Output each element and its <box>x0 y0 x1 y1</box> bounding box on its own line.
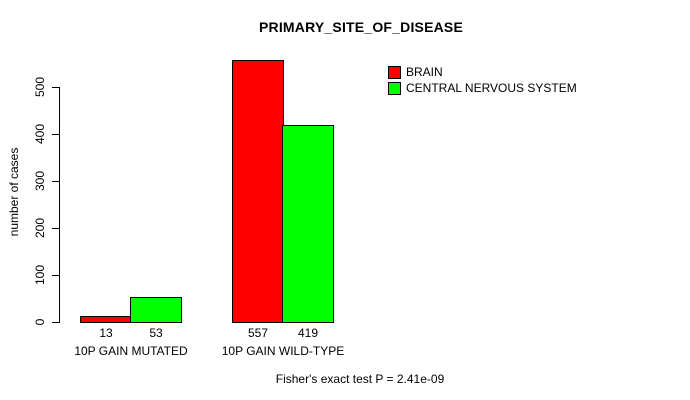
y-tick-label: 300 <box>33 170 47 192</box>
y-tick-label: 400 <box>33 123 47 145</box>
legend: BRAIN CENTRAL NERVOUS SYSTEM <box>388 65 577 97</box>
legend-item: CENTRAL NERVOUS SYSTEM <box>388 81 577 95</box>
y-tick-mark <box>52 181 59 182</box>
bar-central-nervous-system <box>130 297 182 323</box>
y-tick-mark <box>52 228 59 229</box>
y-tick-mark <box>52 275 59 276</box>
y-tick-label: 200 <box>33 217 47 239</box>
bar-brain <box>80 316 132 323</box>
legend-label: BRAIN <box>406 65 443 79</box>
y-tick-label: 500 <box>33 76 47 98</box>
bar-value-label: 13 <box>99 326 113 340</box>
legend-swatch <box>388 65 401 79</box>
y-tick-mark <box>52 322 59 323</box>
x-category-label: 10P GAIN MUTATED <box>74 344 188 358</box>
bar-central-nervous-system <box>282 125 334 323</box>
annotation-text: Fisher's exact test P = 2.41e-09 <box>275 372 445 386</box>
y-tick-mark <box>52 87 59 88</box>
legend-swatch <box>388 81 401 95</box>
y-tick-label: 100 <box>33 264 47 286</box>
legend-label: CENTRAL NERVOUS SYSTEM <box>406 81 577 95</box>
chart-title: PRIMARY_SITE_OF_DISEASE <box>258 19 464 35</box>
legend-item: BRAIN <box>388 65 577 79</box>
bar-value-label: 557 <box>247 326 269 340</box>
y-axis-line <box>59 87 60 323</box>
y-axis-label: number of cases <box>7 147 21 237</box>
bar-brain <box>232 60 284 323</box>
y-tick-label: 0 <box>33 318 47 326</box>
x-category-label: 10P GAIN WILD-TYPE <box>221 344 345 358</box>
y-tick-mark <box>52 134 59 135</box>
bar-value-label: 419 <box>297 326 319 340</box>
bar-value-label: 53 <box>149 326 163 340</box>
